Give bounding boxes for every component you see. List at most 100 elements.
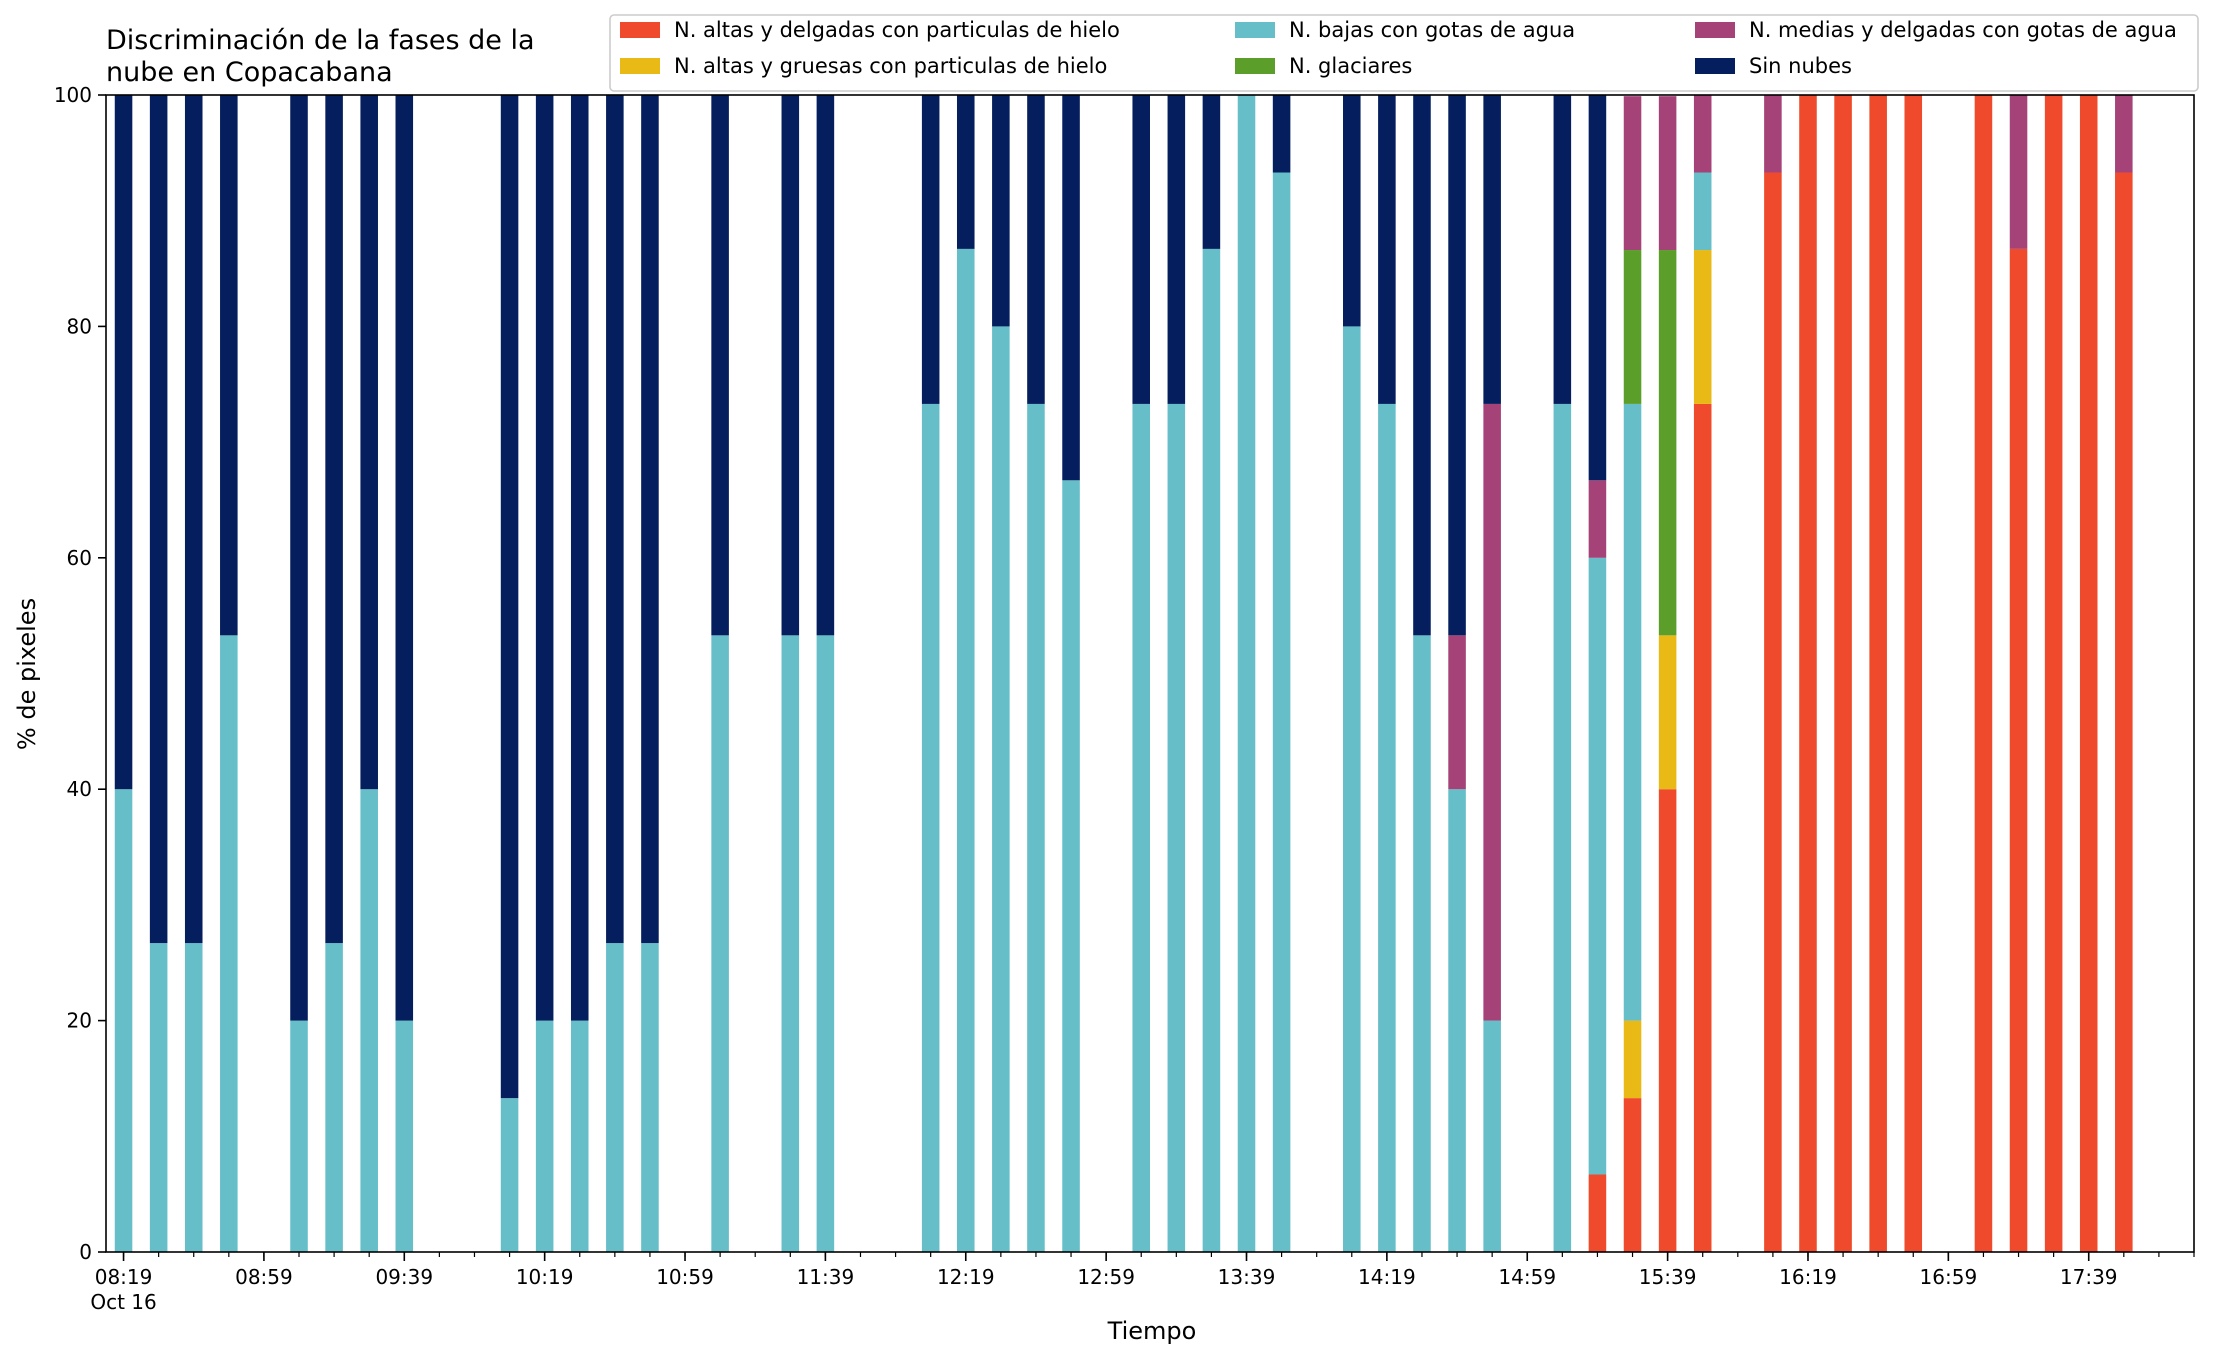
bar-stack xyxy=(921,95,940,1252)
x-tick-label: 12:19 xyxy=(937,1265,995,1289)
bar-stack xyxy=(1448,95,1466,1252)
bar-stack xyxy=(1132,95,1150,1252)
legend-label: N. medias y delgadas con gotas de agua xyxy=(1749,18,2177,42)
legend-label: N. bajas con gotas de agua xyxy=(1289,18,1575,42)
bar-segment xyxy=(1553,95,1572,404)
bar-segment xyxy=(1623,96,1642,251)
bar-stack xyxy=(290,95,308,1252)
bar-segment xyxy=(325,943,343,1252)
bar-segment xyxy=(535,1020,554,1252)
bar-stack xyxy=(325,95,343,1252)
legend-label: N. glaciares xyxy=(1289,54,1412,78)
bar-stack xyxy=(1693,95,1712,1252)
x-tick-label: 10:19 xyxy=(516,1265,574,1289)
legend-swatch xyxy=(1235,22,1275,38)
bar-segment xyxy=(606,95,624,944)
x-tick-label: 13:39 xyxy=(1218,1265,1276,1289)
y-axis: 0 20 40 60 80 100 xyxy=(54,83,106,1264)
bar-segment xyxy=(1658,250,1677,636)
bar-segment xyxy=(2009,248,2028,1252)
legend-item: Sin nubes xyxy=(1695,54,1852,78)
legend-item: N. altas y gruesas con particulas de hie… xyxy=(620,54,1107,78)
bar-segment xyxy=(1588,95,1607,481)
bar-stack xyxy=(1237,95,1256,1252)
x-tick-label: 15:39 xyxy=(1639,1265,1697,1289)
bar-segment xyxy=(1904,95,1923,1252)
bar-segment xyxy=(1062,480,1080,1252)
y-axis-label: % de pixeles xyxy=(13,598,41,750)
bar-segment xyxy=(1588,480,1607,558)
bar-segment xyxy=(992,326,1010,1252)
bar-stack xyxy=(1553,95,1572,1252)
bar-stack xyxy=(641,95,659,1252)
bar-stack xyxy=(1167,95,1186,1252)
bar-segment xyxy=(1272,95,1291,173)
x-tick-label: 10:59 xyxy=(656,1265,714,1289)
x-axis-label: Tiempo xyxy=(1107,1317,1197,1345)
bar-segment xyxy=(1202,95,1221,249)
bar-segment xyxy=(1413,635,1431,1252)
bar-stack xyxy=(2044,95,2063,1252)
bar-stack xyxy=(1378,95,1396,1252)
bar-stack xyxy=(2115,95,2133,1252)
bar-segment xyxy=(1027,403,1045,1252)
bar-segment xyxy=(956,248,975,1252)
x-tick-sublabel: Oct 16 xyxy=(90,1290,156,1314)
bar-segment xyxy=(2079,95,2098,1252)
x-tick-label: 14:59 xyxy=(1498,1265,1556,1289)
bar-segment xyxy=(1764,95,1782,173)
legend-swatch xyxy=(620,22,660,38)
x-tick-label: 11:39 xyxy=(797,1265,855,1289)
bar-segment xyxy=(781,95,800,636)
bar-stack xyxy=(149,95,168,1252)
legend-label: N. altas y gruesas con particulas de hie… xyxy=(674,54,1107,78)
bar-stack xyxy=(570,95,589,1252)
bar-segment xyxy=(1132,403,1150,1252)
bar-segment xyxy=(1869,95,1887,1252)
bar-segment xyxy=(1623,250,1642,404)
legend-item: N. bajas con gotas de agua xyxy=(1235,18,1575,42)
bar-segment xyxy=(1658,96,1677,251)
y-tick-label: 0 xyxy=(79,1240,92,1264)
bar-segment xyxy=(1202,248,1221,1252)
bar-segment xyxy=(781,635,800,1252)
bar-stack xyxy=(992,95,1010,1252)
bar-segment xyxy=(500,95,519,1099)
plot-area-frame xyxy=(105,94,2195,1253)
bar-stack xyxy=(1834,95,1852,1252)
bar-stack xyxy=(2079,95,2098,1252)
bar-segment xyxy=(570,1020,589,1252)
bar-segment xyxy=(992,95,1010,327)
bar-segment xyxy=(1623,1020,1642,1099)
bar-segment xyxy=(1834,95,1852,1252)
bar-segment xyxy=(641,95,659,944)
bar-stack xyxy=(500,95,519,1252)
bar-segment xyxy=(1974,95,1993,1252)
bar-segment xyxy=(711,635,729,1252)
bar-segment xyxy=(2044,95,2063,1252)
y-tick-label: 80 xyxy=(67,314,92,338)
x-tick-label: 08:19 xyxy=(95,1265,153,1289)
bar-stack xyxy=(1483,95,1501,1252)
bar-stack xyxy=(1764,95,1782,1252)
bar-segment xyxy=(290,1020,308,1252)
bar-segment xyxy=(1764,172,1782,1252)
bar-stack xyxy=(1799,95,1817,1252)
x-tick-label: 16:19 xyxy=(1779,1265,1837,1289)
bar-segment xyxy=(1413,95,1431,636)
bar-stack xyxy=(1658,96,1677,1252)
bar-stack xyxy=(606,95,624,1252)
x-tick-label: 16:59 xyxy=(1920,1265,1978,1289)
bar-segment xyxy=(711,95,729,636)
bar-segment xyxy=(1062,95,1080,481)
legend-label: N. altas y delgadas con particulas de hi… xyxy=(674,18,1120,42)
bar-stack xyxy=(816,95,835,1252)
bar-segment xyxy=(1343,95,1361,327)
bar-segment xyxy=(395,1020,414,1252)
y-tick-label: 60 xyxy=(67,546,92,570)
bar-segment xyxy=(1693,95,1712,173)
bar-stack xyxy=(1202,95,1221,1252)
bar-segment xyxy=(1378,95,1396,404)
bar-segment xyxy=(570,95,589,1021)
